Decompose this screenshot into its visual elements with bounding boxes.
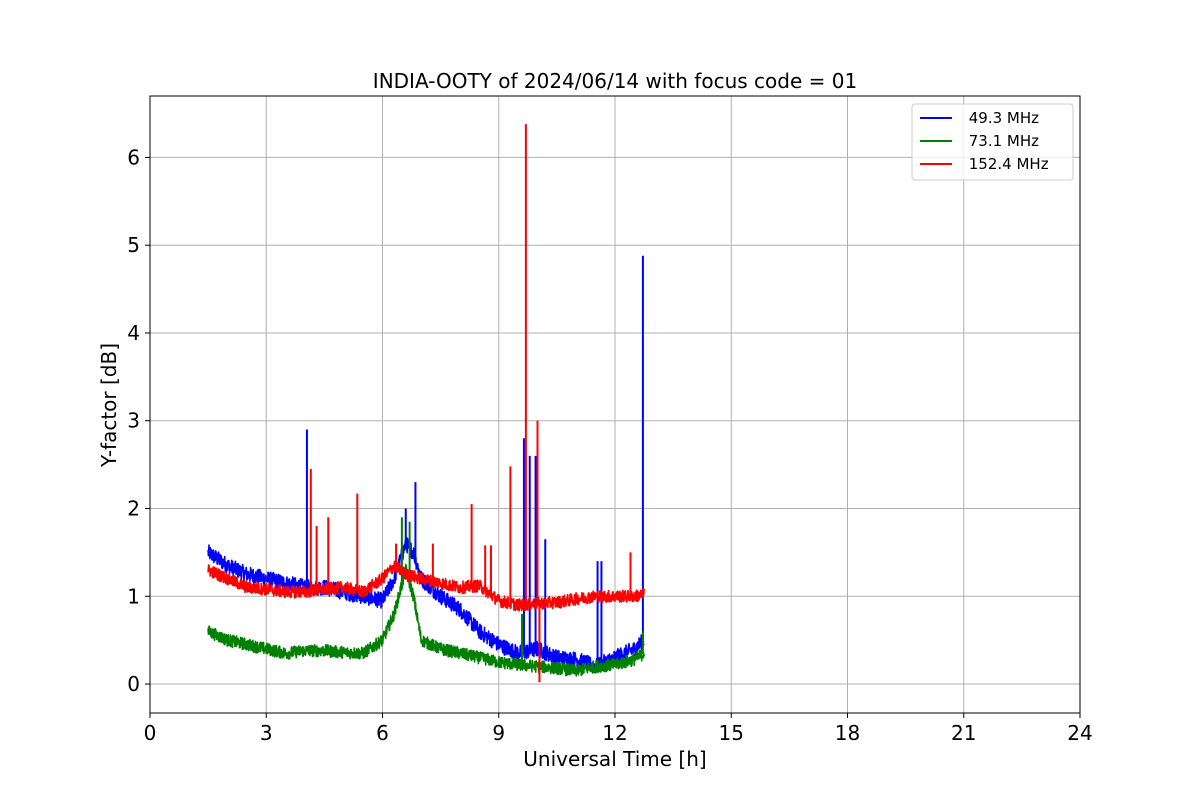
x-tick-label: 21	[951, 721, 976, 745]
x-axis-label: Universal Time [h]	[523, 747, 706, 771]
y-tick-label: 5	[127, 233, 140, 257]
series-2	[207, 124, 645, 683]
legend-label: 49.3 MHz	[964, 109, 1039, 127]
y-tick-label: 3	[127, 409, 140, 433]
y-tick-label: 0	[127, 672, 140, 696]
legend: 49.3 MHz 73.1 MHz 152.4 MHz	[911, 103, 1074, 181]
series-line	[207, 560, 645, 612]
x-tick-label: 0	[144, 721, 157, 745]
y-tick-label: 4	[127, 321, 140, 345]
series-0	[207, 255, 645, 674]
x-tick-label: 9	[492, 721, 505, 745]
series-line	[207, 563, 645, 677]
x-tick-label: 12	[602, 721, 627, 745]
chart-title: INDIA-OOTY of 2024/06/14 with focus code…	[373, 69, 857, 93]
y-tick-label: 6	[127, 145, 140, 169]
x-tick-label: 6	[376, 721, 389, 745]
x-tick-label: 18	[835, 721, 860, 745]
legend-box	[911, 103, 1074, 181]
y-tick-label: 2	[127, 497, 140, 521]
x-tick-label: 24	[1067, 721, 1092, 745]
x-tick-label: 3	[260, 721, 273, 745]
legend-label: 152.4 MHz	[964, 155, 1049, 173]
x-tick-label: 15	[719, 721, 744, 745]
y-tick-label: 1	[127, 584, 140, 608]
series-layer	[207, 124, 645, 683]
legend-label: 73.1 MHz	[964, 132, 1039, 150]
y-axis-label: Y-factor [dB]	[97, 343, 121, 468]
